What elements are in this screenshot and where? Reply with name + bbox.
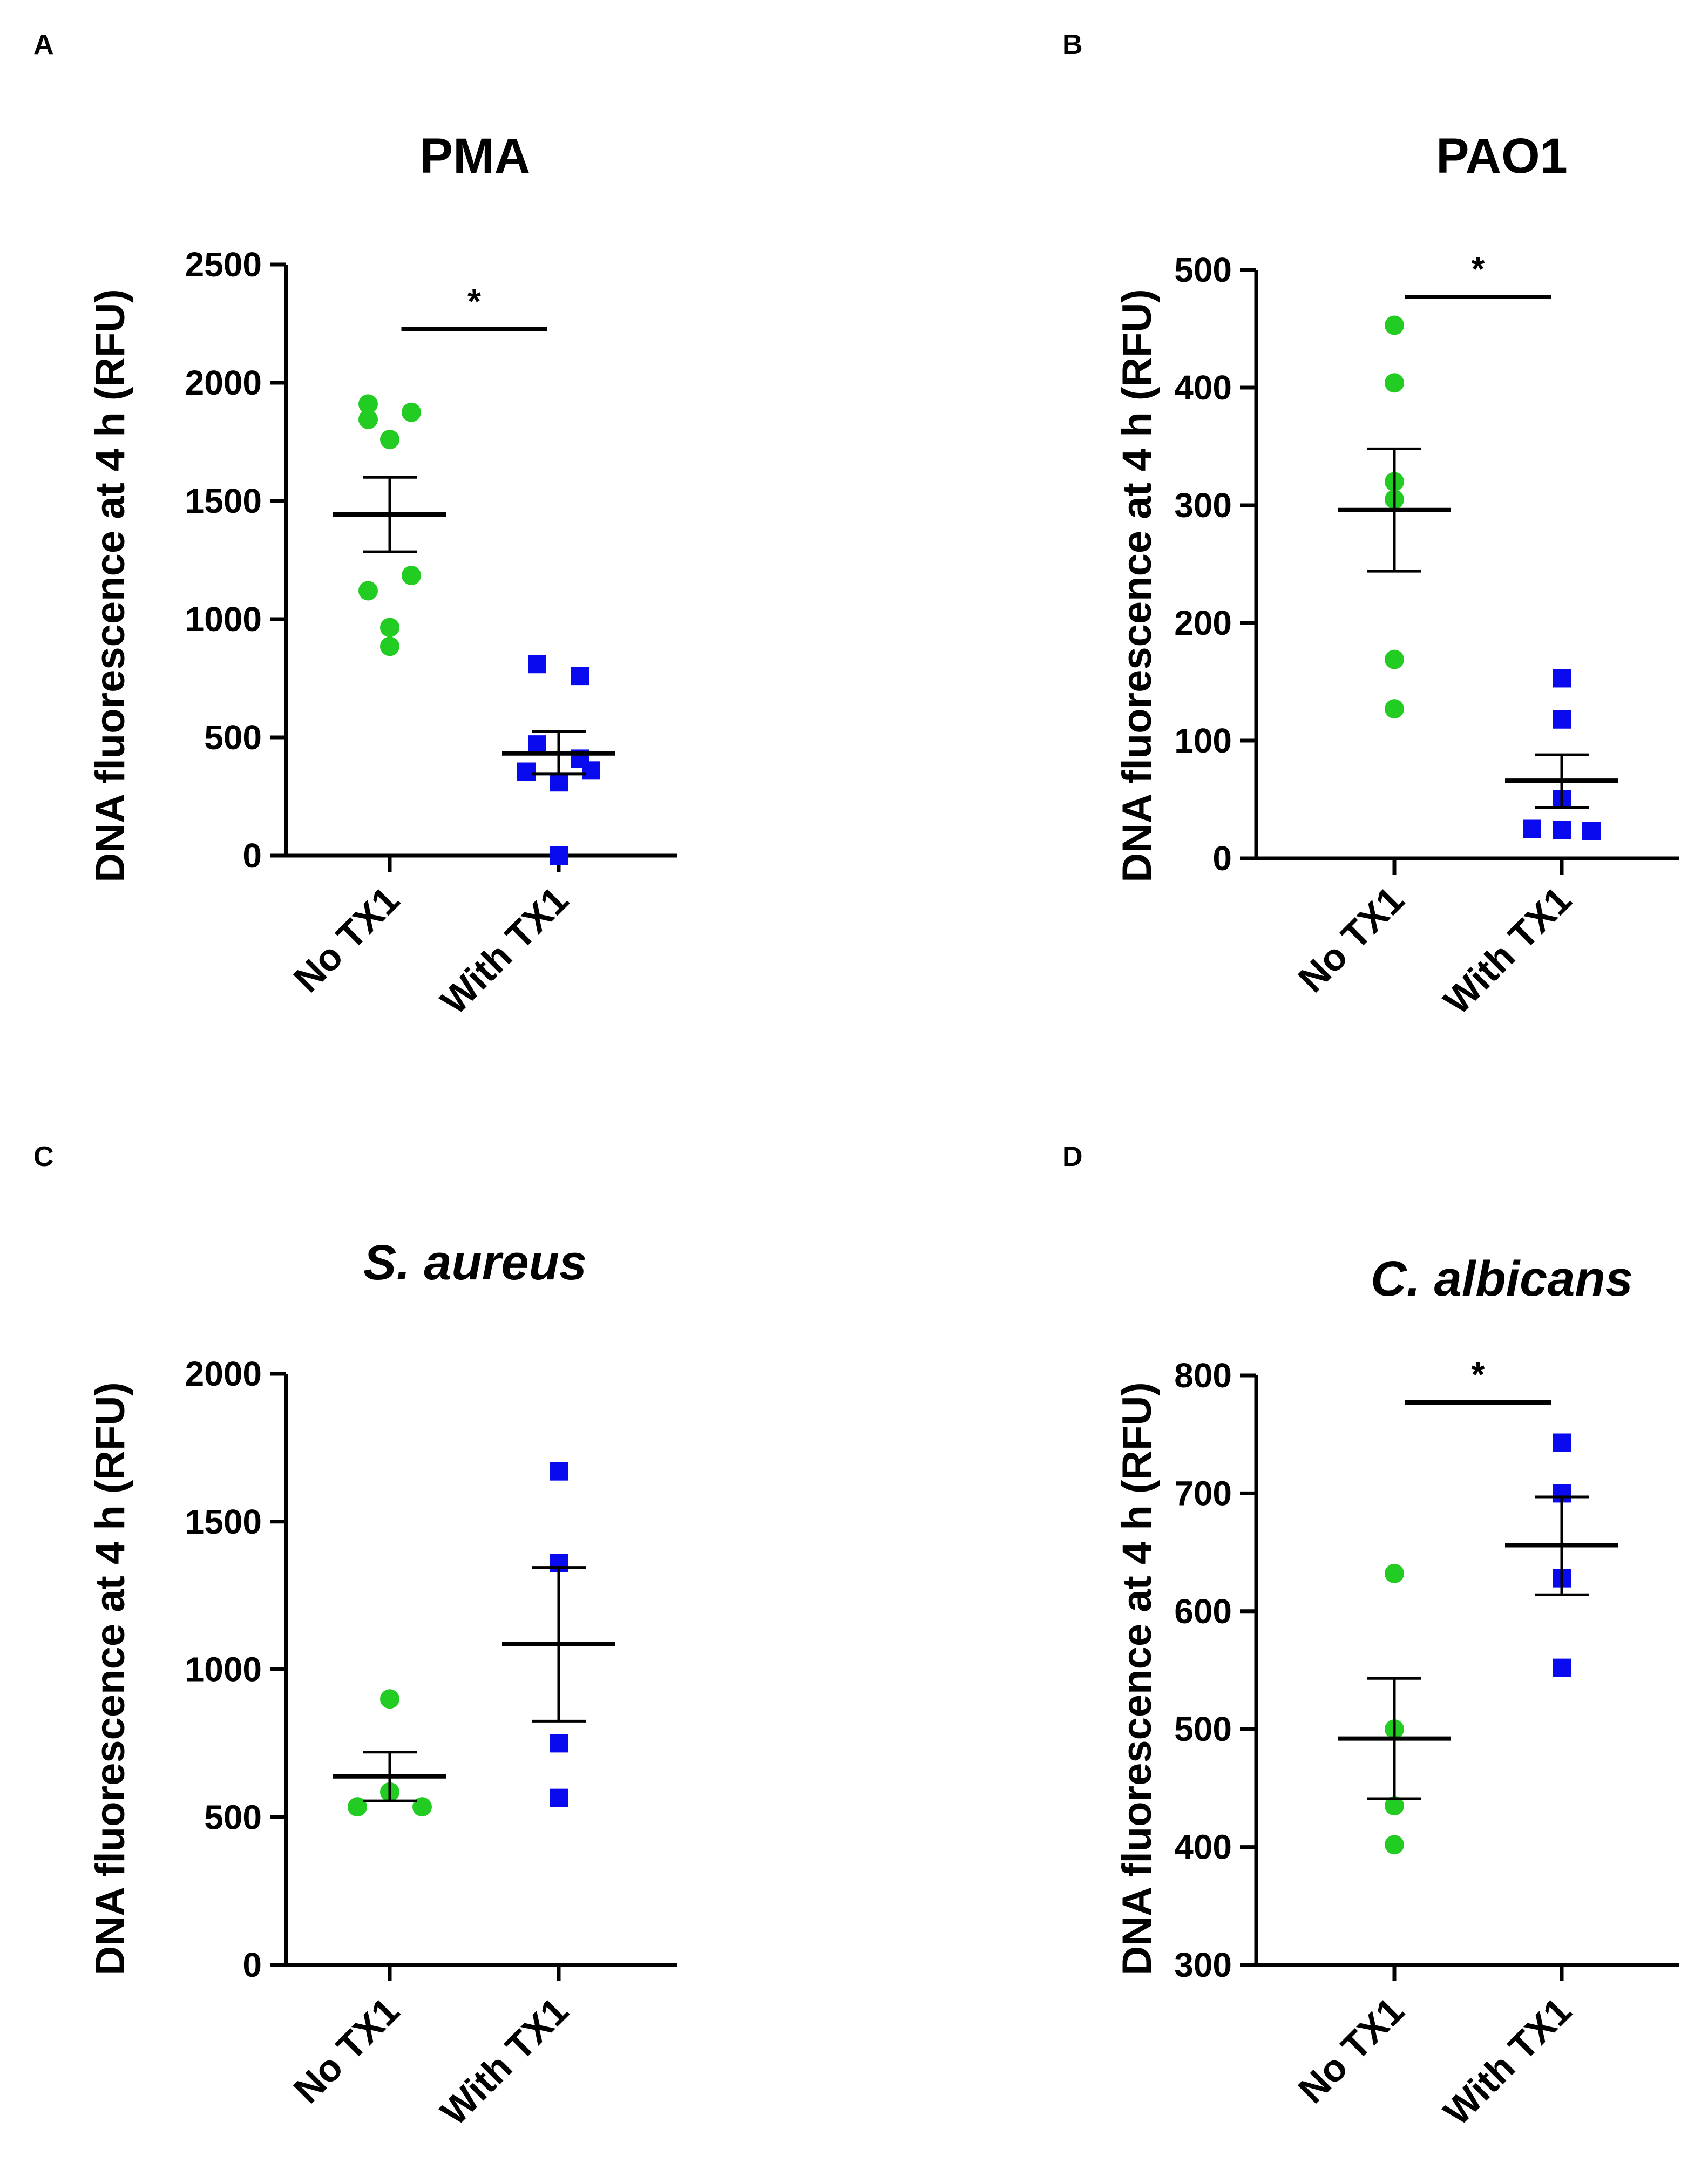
- significance-label: *: [1472, 249, 1485, 288]
- data-point: [1553, 1658, 1571, 1677]
- y-tick-label: 0: [242, 836, 262, 875]
- data-point: [412, 1797, 432, 1817]
- data-point: [517, 762, 536, 781]
- panel-letter: B: [1062, 29, 1083, 60]
- y-tick-label: 700: [1174, 1474, 1232, 1513]
- y-tick-label: 500: [204, 1798, 262, 1836]
- x-category-label: No TX1: [1290, 1989, 1412, 2111]
- data-point: [528, 735, 546, 754]
- y-tick-label: 1000: [185, 1650, 262, 1689]
- data-point: [1553, 669, 1571, 688]
- data-point: [380, 618, 399, 638]
- significance-label: *: [1472, 1355, 1485, 1394]
- data-point: [380, 1689, 399, 1709]
- data-point: [1385, 699, 1404, 719]
- chart-panel-b: B PAO1 DNA fluorescence at 4 h (RFU) 0 100 20…: [1062, 29, 1679, 1022]
- y-tick-label: 1500: [185, 482, 262, 520]
- y-tick-label: 500: [1174, 1710, 1232, 1748]
- y-tick-label: 0: [242, 1945, 262, 1984]
- panel-letter: C: [33, 1141, 54, 1172]
- significance-label: *: [467, 282, 481, 321]
- y-tick-label: 500: [1174, 250, 1232, 289]
- data-point: [550, 1734, 568, 1753]
- data-point: [358, 581, 378, 601]
- chart-title: PAO1: [1436, 128, 1568, 184]
- y-tick-label: 100: [1174, 721, 1232, 760]
- panel-letter: A: [33, 29, 54, 60]
- chart-title: PMA: [420, 128, 530, 184]
- data-point: [528, 655, 546, 674]
- data-point: [1523, 819, 1541, 838]
- y-axis-label: DNA fluorescence at 4 h (RFU): [87, 1382, 133, 1975]
- data-point: [380, 430, 399, 450]
- y-tick-label: 2000: [185, 1354, 262, 1393]
- chart-panel-d: D C. albicans DNA fluorescence at 4 h (RFU…: [1062, 1141, 1679, 2133]
- data-point: [582, 761, 600, 780]
- x-category-label: With TX1: [1435, 878, 1579, 1022]
- y-tick-label: 200: [1174, 604, 1232, 642]
- y-tick-label: 1500: [185, 1502, 262, 1541]
- data-point: [358, 394, 378, 414]
- data-point: [1385, 649, 1404, 669]
- data-point: [550, 773, 568, 792]
- chart-title: C. albicans: [1371, 1251, 1633, 1306]
- y-axis-label: DNA fluorescence at 4 h (RFU): [1114, 1382, 1160, 1975]
- x-category-label: No TX1: [286, 878, 408, 1000]
- data-point: [1385, 315, 1404, 335]
- y-axis-label: DNA fluorescence at 4 h (RFU): [87, 289, 133, 882]
- x-category-label: With TX1: [432, 1989, 576, 2133]
- x-category-label: With TX1: [1435, 1989, 1579, 2133]
- data-point: [402, 402, 421, 422]
- chart-title: S. aureus: [363, 1235, 587, 1290]
- y-tick-label: 300: [1174, 1945, 1232, 1984]
- data-point: [1385, 1796, 1404, 1816]
- data-point: [550, 846, 568, 865]
- y-tick-label: 400: [1174, 368, 1232, 407]
- data-point: [348, 1797, 367, 1817]
- data-point: [1553, 1433, 1571, 1452]
- data-point: [1385, 1835, 1404, 1855]
- chart-panel-c: C S. aureus DNA fluorescence at 4 h (RFU) 0…: [33, 1141, 677, 2133]
- y-tick-label: 0: [1212, 839, 1232, 878]
- data-point: [1582, 822, 1601, 840]
- x-category-label: With TX1: [432, 878, 576, 1022]
- data-point: [550, 1462, 568, 1481]
- y-tick-label: 400: [1174, 1828, 1232, 1867]
- data-point: [358, 409, 378, 429]
- y-tick-label: 500: [204, 718, 262, 757]
- x-category-label: No TX1: [286, 1989, 408, 2111]
- y-tick-label: 2500: [185, 245, 262, 284]
- y-tick-label: 800: [1174, 1356, 1232, 1395]
- panel-letter: D: [1062, 1141, 1083, 1172]
- data-point: [380, 636, 399, 656]
- data-point: [1385, 373, 1404, 393]
- y-tick-label: 600: [1174, 1592, 1232, 1631]
- y-axis-label: DNA fluorescence at 4 h (RFU): [1114, 289, 1160, 882]
- chart-panel-a: A PMA DNA fluorescence at 4 h (RFU) 0 500 100…: [33, 29, 677, 1022]
- data-point: [1553, 821, 1571, 839]
- y-tick-label: 300: [1174, 486, 1232, 525]
- y-tick-label: 1000: [185, 600, 262, 639]
- data-point: [550, 1788, 568, 1807]
- data-point: [571, 667, 589, 686]
- data-point: [1553, 710, 1571, 729]
- y-tick-label: 2000: [185, 363, 262, 402]
- data-point: [1385, 1563, 1404, 1583]
- data-point: [402, 565, 421, 585]
- x-category-label: No TX1: [1290, 878, 1412, 1000]
